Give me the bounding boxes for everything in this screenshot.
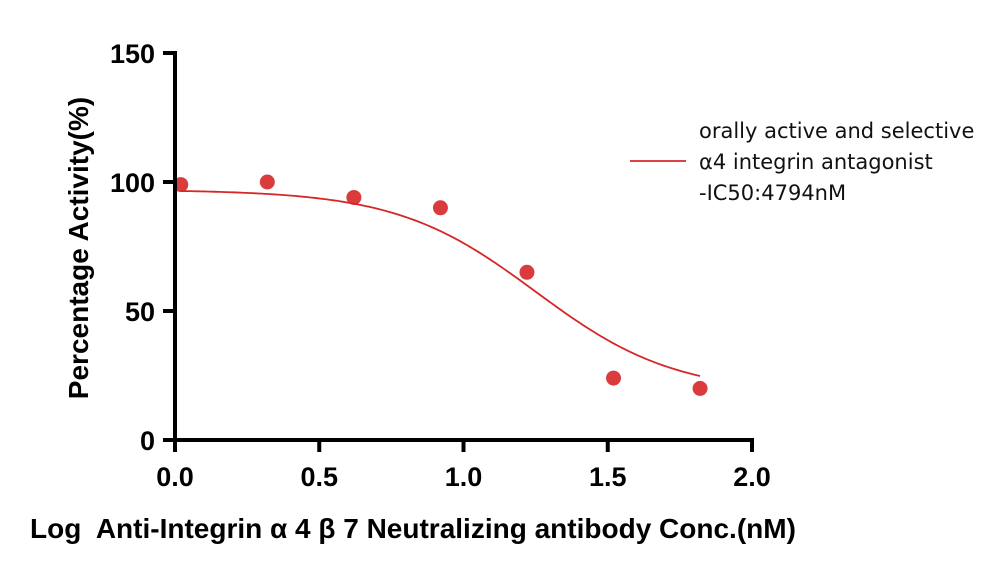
data-point: [519, 264, 535, 280]
data-point: [606, 370, 622, 386]
x-ticks: 0.0 0.5 1.0 1.5 2.0: [156, 440, 771, 492]
legend-line-2: α4 integrin antagonist: [699, 150, 933, 174]
legend-line-3: -IC50:4794nM: [699, 181, 846, 205]
y-tick-label: 150: [110, 39, 155, 69]
y-ticks: 0 50 100 150: [110, 39, 175, 456]
data-point: [692, 380, 708, 396]
data-point: [173, 177, 189, 193]
legend-line-1: orally active and selective: [699, 119, 974, 143]
x-tick-label: 1.0: [445, 462, 483, 492]
axes: [173, 51, 754, 442]
fit-curve: [180, 190, 701, 377]
y-tick-label: 100: [110, 168, 155, 198]
data-point: [432, 200, 448, 216]
x-tick-label: 0.0: [156, 462, 194, 492]
data-point: [259, 174, 275, 190]
y-axis-title: Percentage Activity(%): [63, 97, 94, 399]
data-points-layer: [173, 174, 708, 396]
x-axis-title: Log Anti-Integrin α 4 β 7 Neutralizing a…: [30, 513, 796, 544]
x-tick-label: 1.5: [589, 462, 627, 492]
data-point: [346, 189, 362, 205]
legend: orally active and selective α4 integrin …: [630, 119, 974, 205]
y-tick-label: 50: [125, 297, 155, 327]
fit-curve-layer: [180, 190, 701, 377]
x-tick-label: 2.0: [733, 462, 771, 492]
y-tick-label: 0: [140, 426, 155, 456]
x-tick-label: 0.5: [300, 462, 338, 492]
